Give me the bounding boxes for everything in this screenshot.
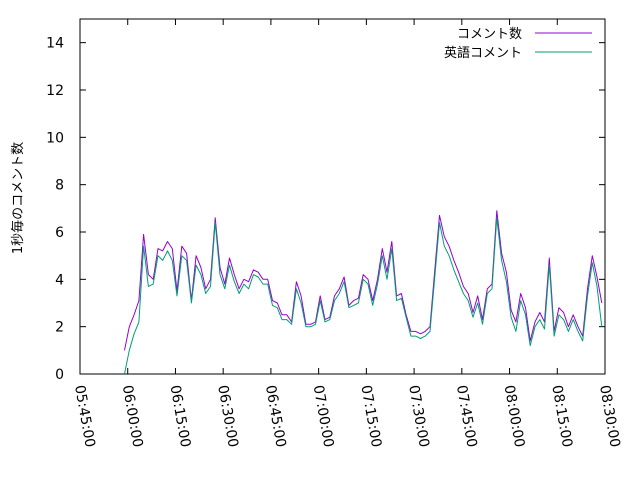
x-tick-label: 08:15:00 [548,384,575,449]
x-tick-label: 08:30:00 [596,384,623,449]
y-tick-label: 0 [55,367,64,383]
x-axis: 05:45:00 06:00:00 06:15:00 06:30:00 06:45:00… [71,19,623,449]
y-tick-label: 6 [55,225,64,241]
x-tick-label: 07:15:00 [357,384,384,449]
x-tick-label: 07:45:00 [453,384,480,449]
legend-label: 英語コメント [444,45,522,61]
x-tick-label: 06:45:00 [262,384,289,449]
series-layer [124,210,603,375]
y-tick-label: 10 [46,130,64,146]
y-tick-label: 2 [55,320,64,336]
x-tick-label: 06:30:00 [214,384,241,449]
y-tick-label: 14 [46,36,64,52]
series-line-2 [124,217,603,375]
y-tick-label: 4 [55,272,64,288]
y-axis-title: 1秒毎のコメント数 [10,142,26,254]
legend-label: コメント数 [457,27,522,42]
series-line-1 [124,210,603,351]
y-tick-label: 8 [55,178,64,194]
x-tick-label: 08:00:00 [501,384,528,449]
x-tick-label: 07:30:00 [405,384,432,449]
y-axis: 0 2 4 6 8 10 12 14 [46,36,605,383]
x-tick-label: 05:45:00 [71,384,98,449]
x-tick-label: 06:15:00 [167,384,194,449]
x-tick-label: 06:00:00 [119,384,146,449]
plot-frame [79,18,606,375]
y-tick-label: 12 [46,83,64,99]
x-tick-label: 07:00:00 [310,384,337,449]
